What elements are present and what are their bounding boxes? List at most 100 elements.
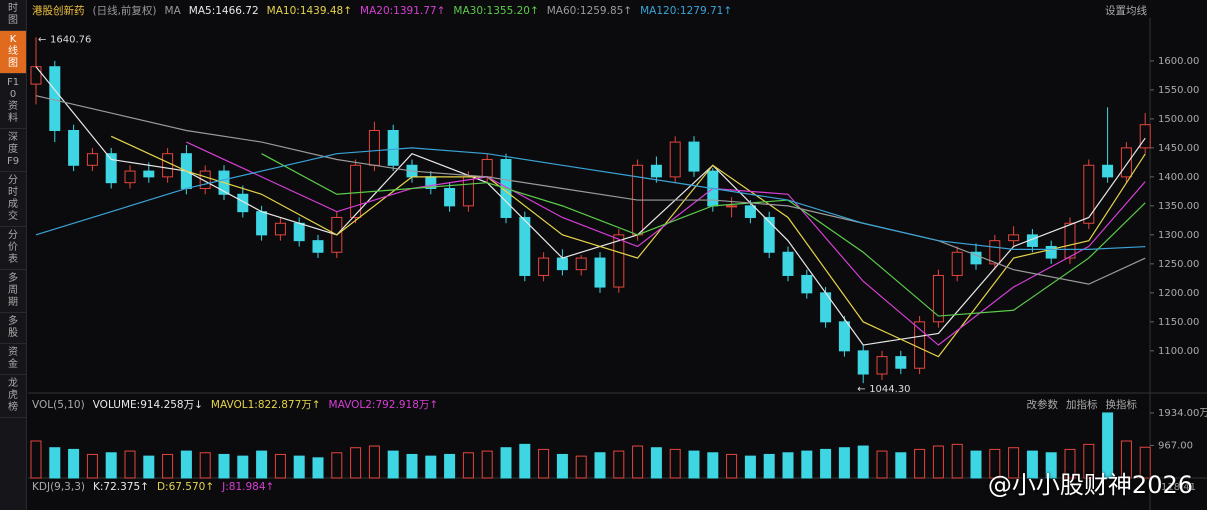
side-tab[interactable]: 资金 [0,344,26,375]
ma-line [35,95,1146,285]
volume-bar [744,455,756,479]
vol-button[interactable]: 改参数 [1026,399,1059,411]
candle-body [86,153,98,166]
volume-bar [162,453,174,479]
volume-bar [256,450,268,479]
vol-header: VOL(5,10) VOLUME:914.258万↓ MAVOL1:822.877万… [32,397,438,412]
title: 港股创新药 [32,5,85,17]
candle-body [462,176,474,207]
ma-value: MA120:1279.71↑ [640,4,733,17]
volume-bar [876,450,888,479]
candle-body [387,129,399,166]
side-tab[interactable]: 多股 [0,313,26,344]
volume-bar [519,443,531,479]
vol-buttons: 改参数 加指标 换指标 [1027,397,1138,412]
side-tab[interactable]: 分时成交 [0,172,26,227]
volume-bar [632,445,644,479]
candle-body [669,141,681,178]
candle-body [951,251,963,276]
candle-body [1045,245,1057,259]
candle-body [49,66,61,131]
candle-body [820,292,832,323]
candle-body [782,251,794,276]
side-tab[interactable]: F10资料 [0,74,26,129]
candle-body [1008,234,1020,242]
candle-body [143,170,155,178]
candle-body [1102,164,1114,178]
volume-bar [68,448,80,479]
candle-body [556,257,568,271]
candle-body [481,158,493,178]
candle-body [162,153,174,178]
side-tab[interactable]: 深度F9 [0,129,26,172]
volume-bar [650,447,662,479]
side-tab[interactable]: 时图 [0,0,26,31]
volume-bar [387,450,399,479]
candle-body [274,222,286,236]
candle-body [1064,222,1076,259]
volume-bar [218,453,230,479]
y-tick-label: 1450.00 [1158,143,1199,154]
candle-body [594,257,606,288]
ma-line [35,147,1146,250]
candle-body [293,222,305,242]
volume-bar [124,450,136,479]
side-tab[interactable]: 分价表 [0,227,26,270]
side-tab[interactable]: K线图 [0,31,26,74]
vol-button[interactable]: 加指标 [1066,399,1098,411]
sidebar: 时图 K线图 F10资料 深度F9 分时成交 分价表 多周期 多股 资金 龙虎榜 [0,0,27,510]
volume-bar [782,452,794,479]
kdj-value: KDJ(9,3,3) [32,481,85,493]
high-label: 1640.76 [50,34,91,45]
candle-body [801,274,813,294]
candle-body [218,170,230,195]
candle-body [256,211,268,236]
ma-header: 港股创新药 (日线,前复权) MA MA5:1466.72 MA10:1439.4… [32,3,732,18]
y-tick-label: 1350.00 [1158,201,1199,212]
volume-bar [105,452,117,479]
candle-body [650,164,662,178]
volume-bar [707,452,719,479]
volume-bar [312,457,324,479]
side-tab[interactable]: 多周期 [0,270,26,313]
set-ma[interactable]: 设置均线 [1105,5,1147,17]
volume-bar [180,450,192,479]
volume-bar [406,453,418,479]
volume-bar [688,450,700,479]
vol-value: MAVOL1:822.877万↑ [210,399,321,411]
volume-bar [763,453,775,479]
volume-bar [594,452,606,479]
volume-bar [86,453,98,479]
candle-body [726,205,738,208]
volume-bar [462,452,474,479]
candle-body [1120,147,1132,178]
candle-body [1083,164,1095,224]
low-arrow: ← [857,384,865,395]
watermark: @小小股财神2026 [987,471,1193,499]
ma-value: MA30:1355.20↑ [453,4,539,17]
volume-bar [538,448,550,479]
ma-value: MA20:1391.77↑ [360,4,446,17]
volume-bar [425,455,437,479]
ma-label: MA [164,4,181,17]
candle-body [632,164,644,236]
vol-value: VOLUME:914.258万↓ [92,399,203,411]
volume-bar [199,452,211,479]
vol-button[interactable]: 换指标 [1105,399,1138,411]
kdj-header: KDJ(9,3,3) K:72.375↑ D:67.570↑ J:81.984↑ [32,481,274,493]
candle-body [237,193,249,213]
y-tick-label: 1400.00 [1158,172,1199,183]
candle-body [575,257,587,271]
candle-body [500,158,512,218]
volume-bar [556,453,568,479]
candle-body [970,251,982,265]
candle-body [444,187,456,207]
volume-bar [801,450,813,479]
candle-body [312,240,324,253]
candle-body [425,176,437,189]
side-tab[interactable]: 龙虎榜 [0,375,26,418]
ma-line [110,135,1146,358]
y-tick-label: 1934.00万 [1158,408,1207,419]
y-tick-label: 1300.00 [1158,230,1199,241]
